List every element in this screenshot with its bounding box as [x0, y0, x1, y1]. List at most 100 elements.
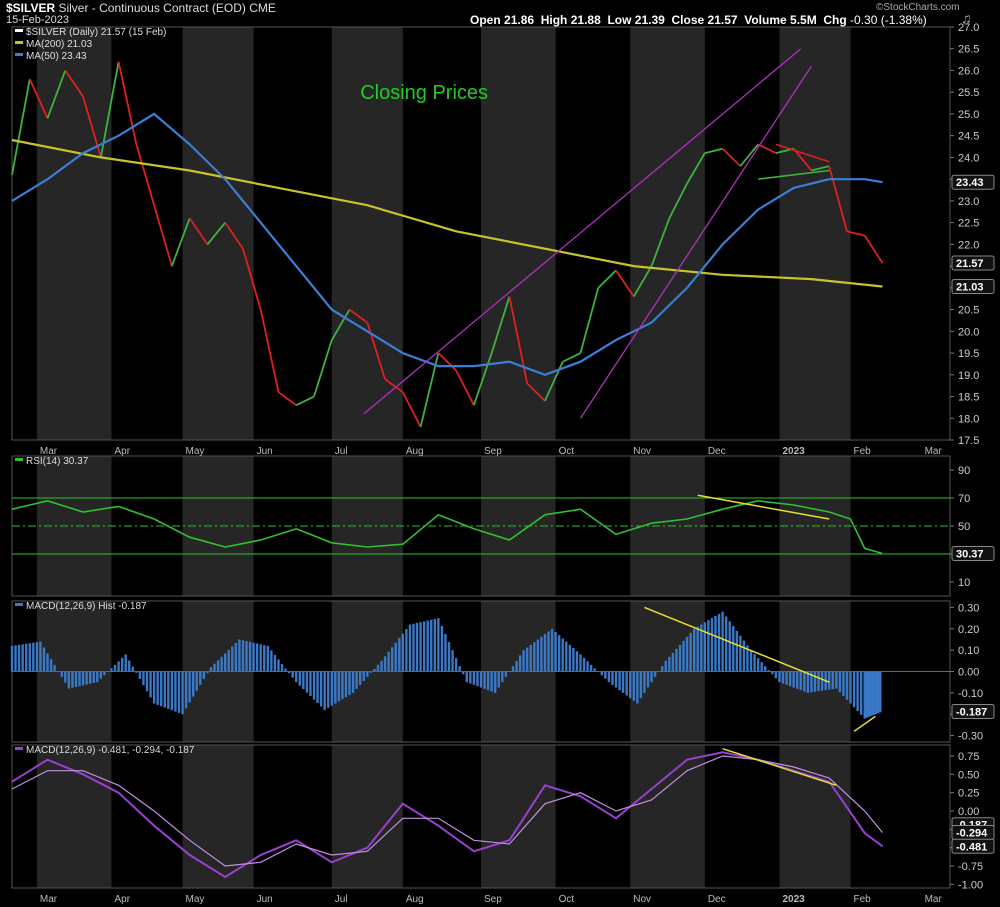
hist-bar-13-0: [380, 660, 383, 672]
hist-bar-24-2: [700, 624, 703, 672]
value-tag-box-0-2: [951, 279, 995, 295]
chg-value: -0.30 (-1.38%): [850, 13, 927, 27]
series-0-1: [11, 138, 883, 288]
hist-bar-18-6: [543, 634, 547, 672]
hist-bar-9-7: [291, 671, 294, 678]
hist-bar-20-7: [604, 671, 607, 679]
hist-bar-15-4: [451, 650, 454, 672]
ytick-label-0-9: 22.0: [958, 239, 979, 251]
hist-bar-29-1: [838, 671, 842, 693]
hist-divergence-line: [644, 606, 830, 683]
hist-bar-7-7: [234, 642, 238, 672]
ytick-label-0-0: 17.5: [958, 435, 979, 447]
hist-bar-26-3: [760, 662, 763, 672]
hist-bar-11-2: [330, 671, 333, 706]
price-seg-13: [242, 248, 262, 310]
hist-bar-11-3: [334, 671, 337, 704]
hist-bar-30-4: [872, 671, 875, 715]
xaxis-label-0-5: Aug: [406, 446, 424, 457]
panel-frame-0: [11, 26, 951, 441]
hist-bar-20-1: [582, 657, 586, 672]
hist-bar-16-6: [486, 671, 490, 691]
hist-bar-10-5: [312, 671, 316, 700]
hist-bar-5-1: [156, 671, 159, 705]
hist-bar-3-6: [117, 661, 120, 672]
hist-bar-25-3: [732, 626, 735, 672]
hist-bar-30-5: [874, 671, 878, 715]
high-value: 21.88: [570, 13, 601, 27]
xaxis-label-1-11: Feb: [854, 894, 872, 905]
ytick-label-2-1: 0.20: [958, 624, 979, 636]
xaxis-label-1-9: Dec: [708, 894, 726, 905]
wedge-trendline: [579, 65, 812, 419]
ytick-label-2-0: 0.30: [958, 602, 979, 614]
hist-bar-23-7: [689, 632, 692, 672]
hist-bar-17-0: [494, 671, 497, 693]
month-band-3-6: [481, 745, 556, 888]
hist-bar-12-4: [366, 671, 369, 677]
hist-bar-17-7: [518, 655, 522, 672]
macd-divergence-line: [722, 747, 837, 787]
bell-icon[interactable]: ♫: [961, 10, 972, 26]
hist-bar-2-0: [67, 671, 71, 689]
ytick-label-3-2: 0.25: [958, 788, 979, 800]
hist-bar-28-2: [813, 671, 817, 692]
hist-bar-29-5: [852, 671, 856, 708]
hist-bar-7-6: [231, 646, 234, 672]
hist-bar-25-6: [742, 640, 746, 672]
hist-bar-8-5: [255, 643, 259, 672]
hist-bar-10-3: [305, 671, 309, 693]
hist-bar-4-5: [142, 671, 145, 686]
hist-bar-29-0: [835, 671, 838, 689]
hist-bar-20-2: [586, 661, 589, 672]
hist-bar-5-7: [177, 671, 181, 713]
hist-bar-30-7: [879, 671, 882, 713]
xaxis-label-0-10: 2023: [782, 446, 805, 457]
hist-bar-25-5: [739, 635, 742, 672]
xaxis-label-1-2: May: [186, 894, 205, 905]
hist-bar-14-2: [415, 622, 419, 672]
ytick-label-0-15: 25.0: [958, 109, 979, 121]
xaxis-label-0-4: Jul: [335, 446, 348, 457]
hist-bar-16-2: [472, 671, 476, 685]
hist-bar-19-6: [572, 648, 575, 672]
price-seg-41: [739, 143, 759, 167]
hist-bar-1-0: [39, 641, 42, 672]
hist-bar-5-6: [174, 671, 177, 712]
price-seg-28: [508, 296, 529, 384]
hist-bar-16-1: [469, 671, 472, 684]
legend-swatch-0-2: [15, 53, 23, 56]
hist-bar-24-5: [710, 618, 714, 672]
hist-bar-4-3: [135, 671, 138, 673]
legend-label-0-1: MA(200) 21.03: [26, 39, 93, 50]
ytick-label-0-10: 22.5: [958, 218, 979, 230]
value-tag-box-0-0: [951, 174, 995, 190]
hist-bar-12-6: [373, 668, 376, 672]
hist-bar-5-4: [167, 671, 170, 709]
price-seg-24: [437, 352, 457, 372]
legend-label-2-0: MACD(12,26,9) Hist -0.187: [26, 601, 147, 612]
hist-bar-25-0: [721, 611, 724, 672]
hist-bar-26-0: [749, 650, 753, 672]
hist-bar-17-5: [511, 666, 515, 672]
legend-swatch-1-0: [15, 458, 23, 461]
hist-bar-9-2: [273, 654, 277, 672]
hist-bar-22-0: [636, 671, 639, 704]
price-seg-12: [224, 222, 244, 250]
hist-bar-24-1: [696, 626, 699, 672]
hist-bar-17-1: [497, 671, 500, 688]
date-label: 15-Feb-2023: [6, 14, 69, 26]
hist-bar-23-4: [678, 644, 682, 672]
hist-bar-0-4: [25, 643, 28, 672]
hist-bar-15-0: [437, 618, 440, 672]
hist-bar-27-4: [792, 671, 795, 688]
hist-bar-28-3: [817, 671, 820, 692]
hist-bar-14-4: [422, 621, 426, 672]
hist-bar-21-6: [629, 671, 632, 699]
hist-bar-24-3: [703, 622, 707, 672]
price-seg-11: [206, 222, 226, 245]
hist-bar-6-1: [184, 671, 188, 709]
month-band-0-4: [331, 27, 403, 440]
hist-bar-3-5: [113, 664, 117, 672]
hist-bar-27-0: [778, 671, 781, 683]
